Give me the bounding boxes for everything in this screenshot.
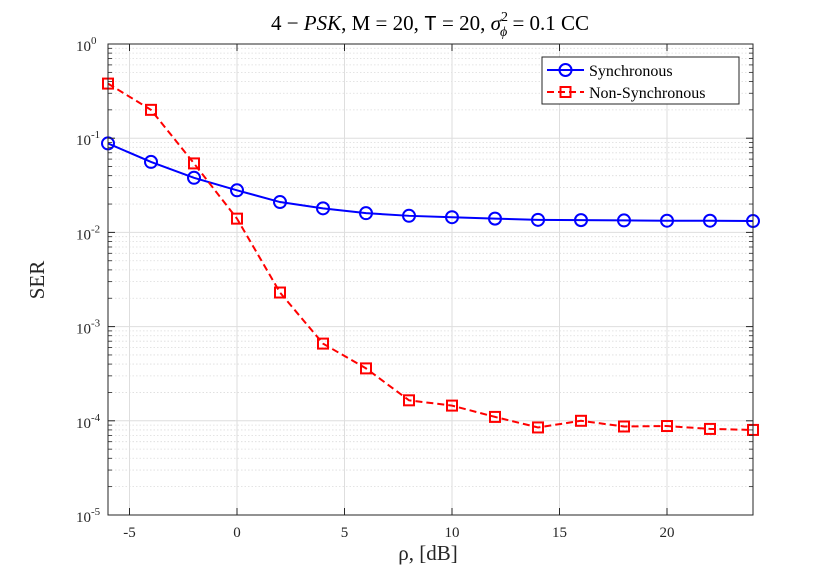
data-point-non-synchronous: [575, 414, 587, 427]
y-tick-label: 10-2: [76, 223, 100, 243]
x-tick-label: -5: [123, 525, 136, 541]
x-tick-label: 15: [552, 525, 567, 541]
x-tick-label: 0: [233, 525, 241, 541]
data-point-synchronous: [273, 195, 287, 210]
data-point-non-synchronous: [231, 212, 243, 225]
legend-label-synchronous: Synchronous: [589, 63, 673, 80]
data-point-synchronous: [703, 213, 717, 228]
series-layer: [101, 77, 760, 436]
x-tick-labels: -5 0 5 10 15 20: [123, 525, 674, 541]
plot-background: [108, 44, 753, 515]
legend-label-non-synchronous: Non-Synchronous: [589, 85, 705, 102]
legend-marker-non-synchronous: [559, 86, 572, 98]
data-point-synchronous: [187, 170, 201, 185]
x-axis-label: ρ, [dB]: [398, 541, 457, 565]
data-point-synchronous: [230, 183, 244, 198]
y-tick-label: 10-5: [76, 506, 101, 526]
data-point-non-synchronous: [704, 422, 716, 435]
series-line-synchronous: [107, 142, 754, 223]
data-point-non-synchronous: [489, 410, 501, 423]
y-tick-label: 100: [76, 35, 97, 55]
data-point-non-synchronous: [661, 420, 673, 433]
data-point-synchronous: [144, 154, 158, 169]
data-point-synchronous: [359, 206, 373, 221]
data-point-synchronous: [660, 213, 674, 228]
legend: Synchronous Non-Synchronous: [541, 56, 740, 105]
data-point-synchronous: [445, 210, 459, 225]
data-point-synchronous: [488, 211, 502, 226]
x-tick-label: 20: [660, 525, 675, 541]
data-point-synchronous: [574, 213, 588, 228]
y-tick-labels: 10-5 10-4 10-3 10-2 10-1 100: [76, 35, 101, 526]
data-point-synchronous: [617, 213, 631, 228]
plot-area: [101, 43, 760, 516]
legend-box: [541, 56, 740, 105]
data-point-non-synchronous: [532, 421, 544, 434]
series-line-non-synchronous: [107, 82, 754, 431]
y-tick-label: 10-4: [76, 412, 101, 432]
y-tick-label: 10-3: [76, 318, 101, 338]
data-point-non-synchronous: [274, 286, 286, 299]
axes-box: [107, 43, 754, 516]
data-point-non-synchronous: [403, 394, 415, 407]
data-point-non-synchronous: [446, 399, 458, 412]
data-point-non-synchronous: [618, 420, 630, 433]
x-tick-label: 5: [341, 525, 349, 541]
chart-title: 4 − PSK, M = 20, T = 20, σ2 ϕ = 0.1 CC: [271, 10, 589, 40]
y-axis-label: SER: [25, 261, 49, 300]
minor-grid: [108, 47, 753, 488]
data-point-non-synchronous: [145, 103, 157, 116]
data-point-non-synchronous: [188, 157, 200, 170]
data-point-synchronous: [531, 212, 545, 227]
x-tick-label: 10: [445, 525, 460, 541]
tick-marks: [108, 43, 753, 516]
data-point-non-synchronous: [317, 337, 329, 350]
data-point-synchronous: [402, 208, 416, 223]
legend-marker-synchronous: [558, 63, 573, 77]
data-point-synchronous: [316, 201, 330, 216]
data-point-non-synchronous: [360, 362, 372, 375]
y-tick-label: 10-1: [76, 129, 100, 149]
